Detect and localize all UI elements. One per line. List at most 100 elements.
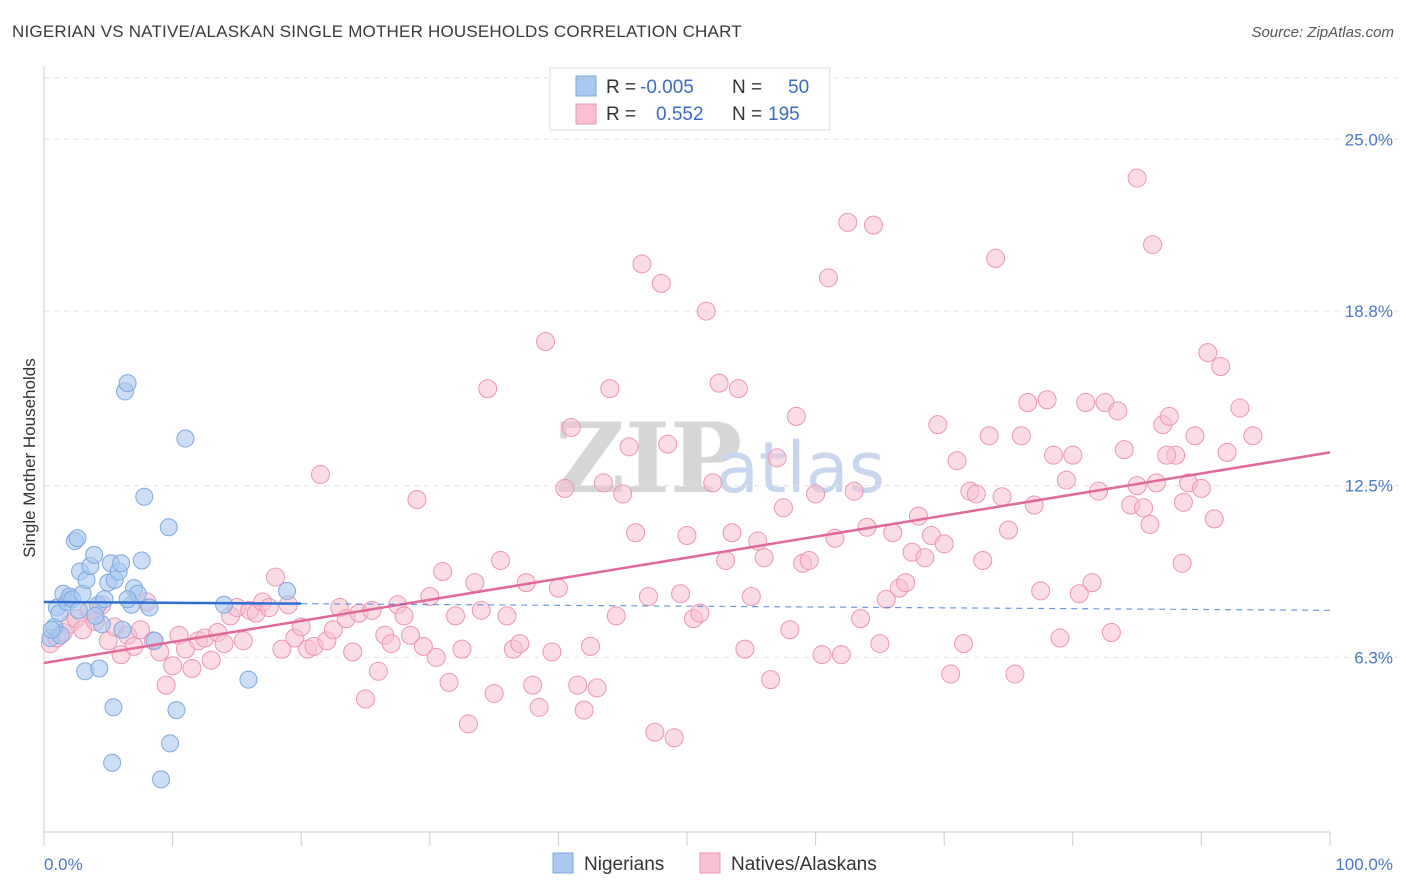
data-point-natives [999, 520, 1018, 540]
trend-line-nigerians [43, 600, 302, 605]
data-point-natives [941, 664, 961, 684]
data-point-nigerians [90, 659, 109, 678]
data-point-natives [1031, 581, 1051, 601]
source-credit: Source: ZipAtlas.com [1251, 24, 1394, 41]
data-point-nigerians [132, 551, 151, 570]
bottom-legend-label-natives: Natives/Alaskans [731, 854, 877, 875]
data-point-natives [484, 683, 504, 703]
data-point-nigerians [112, 554, 131, 573]
data-point-natives [523, 675, 543, 695]
data-point-natives [394, 606, 414, 626]
data-point-natives [638, 586, 658, 606]
data-point-natives [606, 606, 626, 626]
data-point-nigerians [176, 429, 195, 448]
data-point-natives [1076, 393, 1096, 413]
data-point-natives [613, 484, 633, 504]
data-point-natives [664, 728, 684, 748]
data-point-natives [1140, 514, 1160, 534]
data-point-natives [407, 489, 427, 509]
data-point-natives [1211, 356, 1231, 376]
data-point-nigerians [104, 698, 123, 717]
data-point-natives [780, 620, 800, 640]
data-point-natives [356, 689, 375, 709]
data-point-natives [420, 586, 440, 606]
data-point-natives [529, 697, 549, 717]
data-point-natives [1082, 573, 1102, 593]
data-point-nigerians [86, 606, 105, 625]
bottom-legend-label-nigerians: Nigerians [584, 854, 664, 875]
data-point-natives [677, 526, 697, 546]
legend-box [549, 67, 831, 131]
data-point-natives [465, 573, 485, 593]
y-tick-label: 6.3% [1354, 648, 1393, 667]
data-point-nigerians [135, 487, 154, 506]
data-point-natives [728, 379, 748, 399]
legend-r-value-nigerians: -0.005 [640, 77, 694, 98]
data-point-natives [806, 484, 826, 504]
data-point-nigerians [239, 670, 258, 689]
data-point-natives [471, 600, 491, 620]
bottom-legend-swatch-natives [699, 852, 721, 874]
data-point-natives [812, 645, 832, 665]
legend-swatch-nigerians [575, 75, 597, 97]
data-point-nigerians [152, 770, 171, 789]
data-point-natives [272, 639, 292, 659]
data-point-nigerians [215, 595, 234, 614]
data-point-natives [786, 406, 806, 426]
data-point-natives [1069, 584, 1089, 604]
data-point-nigerians [113, 620, 132, 639]
data-point-natives [1204, 509, 1224, 529]
data-point-natives [381, 634, 401, 654]
data-point-natives [838, 212, 858, 232]
data-point-natives [1230, 398, 1250, 418]
data-point-natives [574, 700, 594, 720]
data-point-natives [1018, 393, 1038, 413]
x-tick-labels: 0.0% 100.0% [44, 855, 1393, 874]
data-point-natives [343, 642, 363, 662]
data-point-natives [651, 273, 671, 293]
data-point-natives [182, 659, 202, 679]
data-point-natives [658, 434, 678, 454]
correlation-legend: R = -0.005 N = 50 R = 0.552 N = 195 [549, 67, 831, 131]
data-point-natives [561, 417, 581, 437]
data-point-natives [1063, 445, 1083, 465]
data-point-natives [452, 639, 472, 659]
data-point-natives [310, 465, 330, 485]
legend-r-value-natives: 0.552 [656, 104, 704, 125]
legend-r-label-natives: R = [606, 104, 636, 125]
data-point-natives [1101, 622, 1121, 642]
data-point-nigerians [161, 734, 180, 753]
nigerians-points [41, 374, 297, 789]
watermark-zip: ZIP [555, 402, 742, 515]
data-point-natives [953, 634, 973, 654]
data-point-natives [368, 661, 388, 681]
data-point-natives [1005, 664, 1025, 684]
data-point-natives [741, 586, 761, 606]
chart-title: NIGERIAN VS NATIVE/ALASKAN SINGLE MOTHER… [12, 22, 742, 41]
data-point-natives [709, 373, 729, 393]
data-point-natives [1217, 442, 1237, 462]
gridlines [44, 77, 1400, 658]
legend-swatch-natives [575, 103, 597, 125]
data-point-natives [671, 584, 691, 604]
data-point-natives [156, 675, 176, 695]
data-point-natives [1185, 426, 1205, 446]
data-point-natives [568, 675, 588, 695]
data-point-natives [619, 437, 639, 457]
data-point-natives [458, 714, 478, 734]
data-point-natives [130, 620, 150, 640]
data-point-natives [1157, 445, 1177, 465]
data-point-natives [1044, 445, 1064, 465]
data-point-natives [439, 672, 459, 692]
data-point-natives [1134, 498, 1154, 518]
series-legend: Nigerians Natives/Alaskans [552, 852, 877, 875]
data-point-natives [233, 631, 253, 651]
y-tick-label: 25.0% [1345, 130, 1393, 149]
legend-n-value-natives: 195 [768, 104, 800, 125]
y-tick-labels: 6.3% 12.5% 18.8% 25.0% [1345, 130, 1393, 667]
data-point-natives [870, 634, 890, 654]
data-point-natives [883, 523, 903, 543]
data-point-natives [761, 670, 781, 690]
data-point-natives [908, 506, 928, 526]
data-point-natives [433, 562, 453, 582]
